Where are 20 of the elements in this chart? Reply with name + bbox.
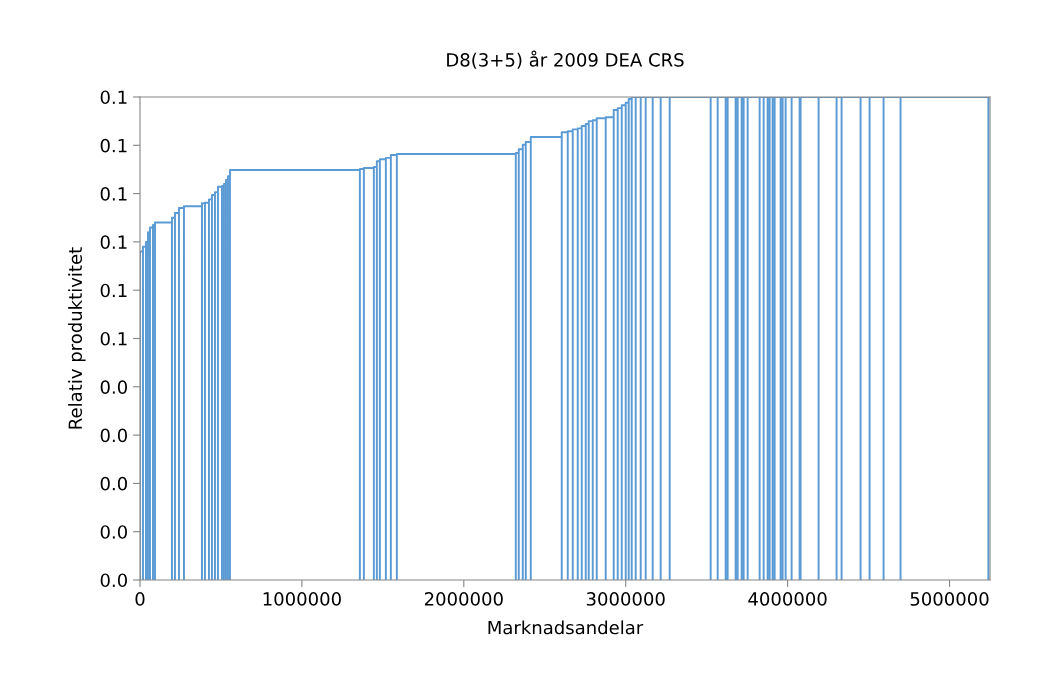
y-axis-title: Relativ produktivitet bbox=[68, 247, 86, 429]
y-tick-label: 0.1 bbox=[100, 283, 127, 298]
x-tick-label: 4000000 bbox=[748, 592, 827, 606]
y-tick-label: 0.1 bbox=[100, 187, 127, 201]
y-tick-label: 0.1 bbox=[100, 235, 127, 250]
y-tick-label: 0.0 bbox=[100, 525, 127, 539]
x-tick-label: 1000000 bbox=[263, 592, 341, 606]
x-tick-label: 5000000 bbox=[910, 592, 989, 606]
y-tick-label: 0.0 bbox=[100, 476, 127, 491]
y-tick-label: 0.0 bbox=[100, 380, 127, 394]
chart-title: D8(3+5) år 2009 DEA CRS bbox=[447, 50, 684, 69]
x-tick-label: 3000000 bbox=[586, 592, 665, 606]
x-tick-label: 0 bbox=[135, 592, 145, 606]
x-axis-title: Marknadsandelar bbox=[488, 620, 644, 635]
y-tick-label: 0.0 bbox=[100, 573, 127, 588]
y-tick-label: 0.0 bbox=[100, 428, 127, 443]
y-tick-label: 0.1 bbox=[100, 331, 127, 346]
y-tick-label: 0.1 bbox=[100, 90, 127, 105]
y-tick-label: 0.1 bbox=[100, 138, 127, 153]
x-tick-label: 2000000 bbox=[424, 592, 503, 606]
